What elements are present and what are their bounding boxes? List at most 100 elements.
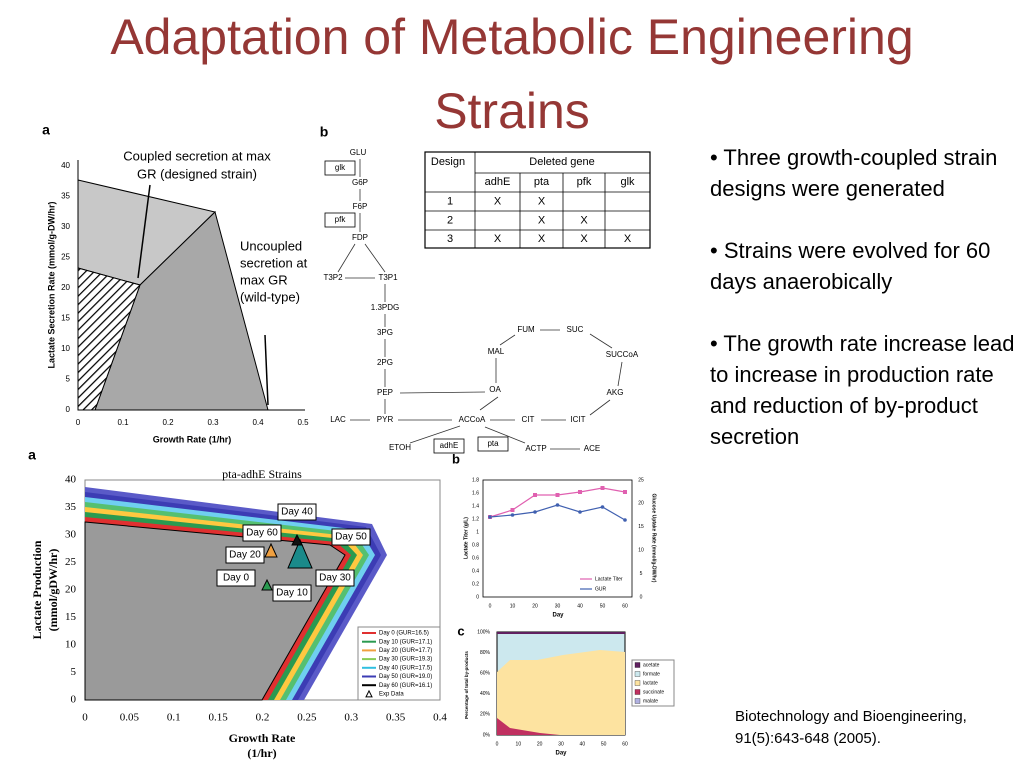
line (409, 425, 461, 444)
y-tick-label: 30 (61, 222, 70, 231)
lactate-area (497, 650, 625, 735)
x-tick-label: 0.2 (162, 418, 174, 427)
gur-point (578, 510, 582, 514)
exp-marker (287, 538, 313, 569)
bullet-text: Three growth-coupled strain designs were… (710, 145, 998, 201)
legend-label: malate (643, 698, 658, 704)
succinate-area (497, 718, 560, 735)
pathway-node: G6P (352, 178, 368, 187)
legend-label: Day 20 (GUR=17.7) (379, 648, 432, 654)
y-tick-label: 80% (480, 650, 491, 656)
y-tick-label: 20 (61, 283, 70, 292)
y-tick-label: 40 (61, 161, 70, 170)
y-tick-label: 30 (65, 529, 77, 541)
y-tick-label: 100% (477, 629, 490, 635)
table-cell: X (494, 195, 502, 207)
y-axis-label: Lactate Production (30, 540, 44, 639)
gur-point (600, 505, 605, 509)
y-tick-label: 5 (71, 666, 77, 678)
legend-label: Day 10 (GUR=17.1) (379, 639, 432, 645)
line (589, 333, 613, 349)
table-cell: 1 (447, 195, 453, 207)
day-box (272, 584, 312, 602)
bullet-text: The growth rate increase lead to increas… (710, 331, 1015, 449)
pathway-node: PEP (377, 388, 393, 397)
y2-tick-label: 5 (640, 571, 643, 577)
y-tick-label: 40 (65, 474, 77, 486)
table-cell: X (580, 233, 588, 245)
pathway-node: ETOH (389, 443, 411, 452)
pathway-node: adhE (440, 441, 459, 450)
exp-marker (264, 542, 278, 558)
y-tick-label: 25 (61, 253, 70, 262)
legend-swatch (634, 680, 641, 686)
legend-label: Lactate Titer (595, 576, 623, 582)
enzyme-box (477, 436, 509, 452)
gur-point (555, 503, 560, 507)
x-tick-label: 0.4 (252, 418, 264, 427)
legend-label: succinate (643, 689, 664, 695)
y-tick-label: 40% (480, 691, 491, 697)
y-tick-label: 25 (65, 556, 77, 568)
slide-title: Adaptation of Metabolic Engineering Stra… (110, 9, 914, 139)
y2-tick-label: 10 (638, 548, 644, 554)
bullet-text: Strains were evolved for 60 days anaerob… (710, 238, 991, 294)
chart-title: pta-adhE Strains (222, 467, 302, 481)
table-cell: 2 (447, 214, 453, 226)
annotation: secretion at (240, 255, 308, 270)
y-tick-label: 0% (483, 732, 491, 738)
y-tick-label: 1.6 (472, 490, 479, 496)
day-box (242, 524, 282, 542)
pathway-node: FUM (517, 325, 535, 334)
x-axis-label: Day (555, 751, 567, 757)
table-cell: X (494, 233, 502, 245)
annotation: Coupled secretion at max (123, 148, 271, 163)
lactate-point (533, 493, 537, 497)
pathway-node: 1.3PDG (371, 303, 399, 312)
y-tick-label: 10 (65, 639, 77, 651)
label: b (320, 124, 329, 140)
legend-label: Day 40 (GUR=17.5) (379, 665, 432, 671)
pathway-node: OA (489, 385, 501, 394)
table-header: adhE (485, 176, 511, 188)
enzyme-box (433, 438, 465, 454)
y-tick-label: 0 (66, 405, 71, 414)
legend-label: GUR (595, 586, 607, 592)
pathway-node: AKG (607, 388, 624, 397)
line (479, 396, 499, 411)
pathway-node: ACTP (525, 444, 546, 453)
line (617, 361, 623, 387)
legend-swatch (634, 698, 641, 704)
x-tick-label: 50 (600, 603, 606, 609)
y-tick-label: 60% (480, 671, 491, 677)
day-box (277, 503, 317, 521)
y-tick-label: 35 (61, 192, 70, 201)
table-cell: X (538, 233, 546, 245)
x-tick-label: 0.25 (297, 712, 317, 724)
x-tick-label: 30 (555, 603, 561, 609)
legend-label: Exp Data (379, 691, 404, 697)
x-tick-label: 0.3 (344, 712, 358, 724)
bullet: • Three growth-coupled strain designs we… (710, 142, 1016, 204)
annotation: Uncoupled (240, 238, 302, 253)
x-tick-label: 0 (82, 712, 88, 724)
lactate-point (555, 493, 560, 497)
y-tick-label: 0 (71, 694, 77, 706)
y2-axis-label: Glucose Uptake Rate (mmol/g-DW/hr) (651, 494, 657, 583)
y-tick-label: 0.6 (472, 555, 479, 561)
y-tick-label: 15 (65, 611, 77, 623)
y-tick-label: 15 (61, 314, 70, 323)
x-tick-label: 0.15 (209, 712, 229, 724)
pathway-node: PYR (377, 415, 394, 424)
table-cell: X (580, 214, 588, 226)
x-tick-label: 0.05 (120, 712, 140, 724)
exp-marker (291, 533, 303, 546)
gur-point (510, 513, 515, 517)
y-tick-label: 1 (476, 529, 479, 535)
table-header: pfk (577, 176, 592, 188)
y2-tick-label: 20 (638, 501, 644, 507)
pathway-node: MAL (488, 347, 505, 356)
annotation: (wild-type) (240, 289, 300, 304)
pathway-node: ACE (584, 444, 600, 453)
